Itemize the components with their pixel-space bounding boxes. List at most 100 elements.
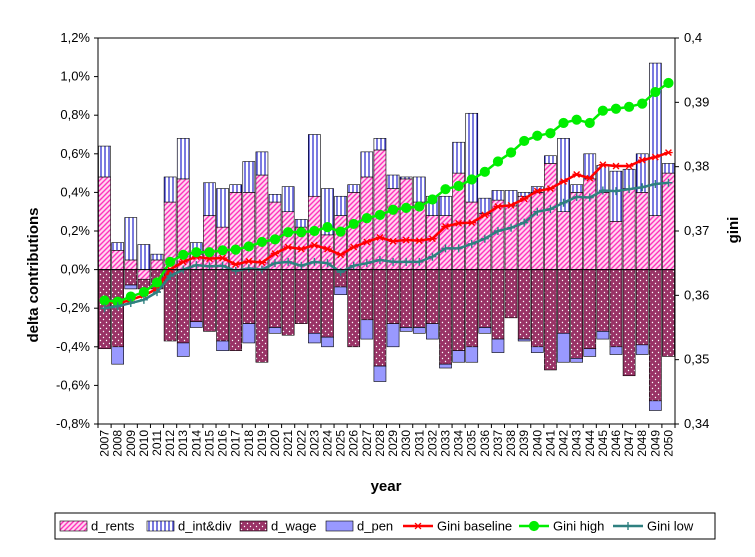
point-gini-high-2031: [414, 201, 425, 212]
point-gini-low-2008: [113, 302, 122, 311]
bar-d-pen-2031: [412, 327, 426, 334]
legend-swatch: [325, 520, 354, 532]
point-gini-low-2011: [153, 288, 162, 297]
point-gini-baseline-2020: [270, 250, 280, 257]
x-tick-label: 2025: [334, 430, 348, 457]
point-gini-low-2034: [454, 244, 463, 253]
bar-d-pen-2035: [465, 346, 479, 363]
bar-d-int-div-2050: [662, 163, 675, 174]
point-gini-low-2014: [192, 261, 201, 270]
point-gini-high-2033: [440, 184, 451, 195]
point-gini-baseline-2030: [401, 236, 411, 244]
bar-d-pen-2042: [557, 332, 570, 363]
bar-d-wage-2033: [439, 269, 452, 365]
point-gini-low-2029: [389, 257, 398, 266]
legend-item-d-int-div: d_int&div: [146, 519, 232, 534]
bar-d-pen-2032: [426, 323, 439, 340]
point-gini-low-2046: [611, 187, 620, 196]
point-gini-baseline-2024: [323, 245, 332, 253]
bar-d-wage-2032: [426, 269, 439, 324]
point-gini-high-2044: [584, 117, 595, 129]
point-gini-baseline-2028: [375, 233, 385, 241]
legend-label: d_pen: [357, 519, 393, 534]
x-tick-label: 2049: [648, 430, 662, 457]
point-gini-high-2027: [361, 213, 372, 224]
bar-d-rents-2029: [386, 188, 400, 270]
bar-d-rents-2039: [517, 195, 531, 270]
point-gini-high-2014: [191, 247, 202, 258]
x-tick-label: 2012: [163, 430, 177, 457]
x-tick-label: 2028: [373, 430, 387, 457]
point-gini-baseline-2035: [467, 219, 476, 227]
y-left-tick-label: 1,2%: [60, 30, 90, 45]
point-gini-high-2013: [178, 249, 189, 260]
point-gini-low-2050: [664, 178, 673, 187]
bar-d-wage-2023: [308, 269, 321, 334]
point-gini-low-2037: [493, 227, 502, 235]
point-gini-high-2029: [387, 204, 399, 215]
bar-d-wage-2029: [386, 269, 400, 324]
bar-d-rents-2049: [648, 215, 662, 270]
point-gini-high-2007: [99, 295, 110, 306]
bar-d-pen-2024: [321, 336, 334, 348]
x-tick-label: 2031: [412, 430, 426, 457]
x-tick-label: 2008: [111, 430, 125, 457]
point-gini-baseline-2046: [611, 162, 621, 170]
bar-d-rents-2041: [544, 163, 557, 270]
point-gini-low-2010: [139, 295, 148, 304]
bar-d-int-div-2018: [242, 161, 256, 193]
legend-marker: [413, 522, 423, 530]
x-tick-label: 2035: [465, 430, 479, 457]
bar-d-rents-2035: [465, 201, 479, 270]
bar-d-wage-2045: [596, 269, 610, 332]
point-gini-baseline-2019: [257, 259, 267, 266]
x-tick-label: 2044: [583, 430, 597, 457]
bar-d-rents-2046: [609, 221, 623, 270]
bar-d-rents-2032: [426, 215, 439, 270]
y-left-tick-label: -0,4%: [56, 339, 90, 354]
x-tick-label: 2023: [307, 430, 321, 457]
legend-marker: [528, 520, 540, 532]
bar-d-int-div-2041: [544, 155, 557, 164]
point-gini-baseline-2031: [415, 237, 424, 245]
bar-d-rents-2048: [635, 192, 649, 270]
bar-d-int-div-2020: [268, 194, 282, 203]
x-tick-label: 2040: [530, 430, 544, 457]
point-gini-high-2018: [243, 241, 254, 252]
bar-d-pen-2045: [596, 331, 610, 340]
legend-item-d-rents: d_rents: [59, 519, 135, 534]
point-gini-high-2026: [348, 218, 359, 230]
bar-d-pen-2027: [360, 319, 374, 340]
bar-d-wage-2040: [530, 269, 544, 348]
bar-d-wage-2015: [203, 269, 216, 332]
legend-label: d_rents: [91, 519, 135, 534]
point-gini-high-2038: [505, 147, 517, 158]
bar-d-int-div-2029: [386, 174, 400, 189]
bar-d-rents-2043: [570, 192, 583, 270]
bar-d-int-div-2023: [308, 134, 321, 197]
point-gini-high-2035: [466, 174, 477, 185]
bar-d-int-div-2019: [255, 151, 269, 176]
point-gini-low-2035: [467, 239, 476, 248]
legend: d_rents d_int&div d_wage d_pen Gini baseline…: [54, 512, 716, 540]
bar-d-int-div-2017: [229, 184, 243, 193]
point-gini-baseline-2047: [624, 162, 634, 170]
y-left-tick-label: 1,0%: [60, 69, 90, 84]
point-gini-low-2024: [323, 259, 332, 268]
point-gini-baseline-2039: [519, 195, 529, 203]
point-gini-low-2049: [651, 180, 660, 189]
point-gini-low-2022: [297, 261, 306, 270]
bar-d-rents-2047: [622, 188, 636, 270]
x-tick-label: 2033: [439, 430, 453, 457]
point-gini-low-2033: [441, 244, 450, 253]
bar-d-int-div-2049: [648, 62, 662, 216]
point-gini-low-2007: [100, 304, 109, 313]
point-gini-high-2016: [217, 245, 228, 256]
bar-d-rents-2038: [504, 205, 518, 270]
point-gini-low-2040: [533, 207, 542, 216]
x-tick-label: 2042: [557, 430, 571, 457]
x-tick-label: 2010: [137, 430, 151, 457]
point-gini-low-2015: [205, 262, 214, 271]
point-gini-high-2041: [545, 128, 556, 139]
